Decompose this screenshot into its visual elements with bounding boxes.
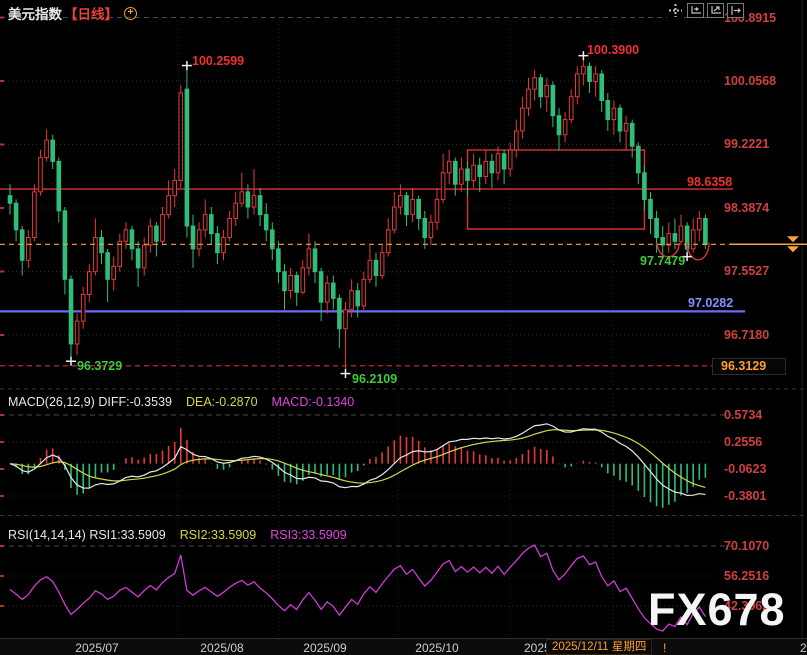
- period-label: 【日线】: [64, 7, 118, 22]
- support-line-label: 97.0282: [688, 296, 734, 310]
- price-axis-tick: 100.0568: [724, 74, 777, 88]
- time-axis-tick: 2025/09: [303, 641, 347, 655]
- macd-axis-tick: -0.3801: [724, 489, 767, 503]
- price-axis-tick: 98.3874: [724, 201, 770, 215]
- chart-toolbar: [667, 3, 744, 18]
- scale-axes-icon[interactable]: [687, 3, 704, 18]
- clipped-char: !: [663, 641, 667, 655]
- rsi-axis-tick: 56.2516: [724, 569, 770, 583]
- selected-line-price-label: 96.3129: [712, 358, 786, 375]
- resistance-line-label: 98.6358: [687, 175, 733, 189]
- price-axis-tick: 96.7180: [724, 328, 770, 342]
- symbol-name: 美元指数: [8, 7, 62, 22]
- macd-axis-tick: 0.5734: [724, 408, 763, 422]
- rsi2-value: RSI2:33.5909: [179, 528, 257, 542]
- rsi-header: RSI(14,14,14) RSI1:33.5909 RSI2:33.5909 …: [8, 528, 347, 542]
- swing-low-label: 97.7479: [640, 254, 686, 268]
- swing-low-label: 96.2109: [352, 372, 398, 386]
- price-axis-tick: 97.5527: [724, 264, 770, 278]
- current-date-label: 2025/12/11 星期四: [546, 639, 653, 655]
- rsi-axis-tick: 70.1070: [724, 539, 770, 553]
- rsi3-value: RSI3:33.5909: [270, 528, 347, 542]
- swing-high-label: 100.2599: [192, 54, 245, 68]
- time-axis-tick: 2025/08: [200, 641, 244, 655]
- swing-high-label: 100.3900: [587, 43, 640, 57]
- time-axis-tick: 2025/07: [75, 641, 119, 655]
- chart-title: 美元指数 【日线】 +: [8, 3, 137, 23]
- rsi-params-and-rsi1: RSI(14,14,14) RSI1:33.5909: [8, 528, 166, 542]
- swing-low-label: 96.3729: [77, 359, 123, 373]
- shift-pane-icon[interactable]: [727, 3, 744, 18]
- time-axis-tick-clipped: 2: [800, 641, 807, 655]
- macd-axis-tick: 0.2556: [724, 435, 763, 449]
- rsi-axis-tick: 42.3962: [724, 599, 770, 613]
- macd-dea-value: DEA:-0.2870: [185, 395, 258, 409]
- macd-axis-tick: -0.0623: [724, 462, 767, 476]
- macd-header: MACD(26,12,9) DIFF:-0.3539 DEA:-0.2870 M…: [8, 395, 354, 409]
- fx678-watermark: FX678: [648, 584, 786, 635]
- macd-macd-value: MACD:-0.1340: [271, 395, 355, 409]
- time-axis[interactable]: [0, 638, 807, 655]
- scale-arrow-icon[interactable]: [707, 3, 724, 18]
- macd-params-and-diff: MACD(26,12,9) DIFF:-0.3539: [8, 395, 172, 409]
- crosshair-icon[interactable]: [667, 3, 684, 18]
- time-axis-tick: 2025/10: [415, 641, 459, 655]
- add-compare-icon[interactable]: +: [124, 6, 137, 20]
- price-axis-tick: 99.2221: [724, 137, 770, 151]
